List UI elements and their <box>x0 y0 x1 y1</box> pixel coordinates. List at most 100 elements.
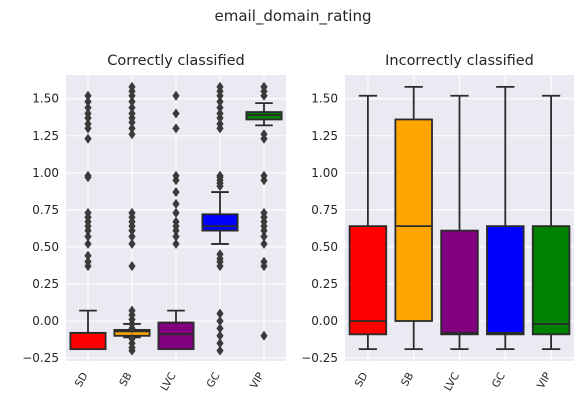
outlier-point <box>172 238 180 249</box>
x-tick-label: GC <box>490 371 508 390</box>
box-body <box>201 213 239 232</box>
box-LVC <box>157 90 195 351</box>
y-tick-label: −0.25 <box>301 351 338 365</box>
outlier-point <box>216 81 224 92</box>
outlier-point <box>172 108 180 119</box>
figure-suptitle: email_domain_rating <box>215 7 372 26</box>
outlier-point <box>260 81 268 92</box>
x-tick-label: GC <box>204 371 222 390</box>
outlier-point <box>172 231 180 242</box>
outlier-point <box>128 81 136 92</box>
outlier-point <box>84 102 92 113</box>
outlier-point <box>216 330 224 341</box>
outlier-point <box>216 108 224 119</box>
y-tick-label: 1.25 <box>311 129 338 143</box>
box-GC <box>486 85 525 351</box>
outlier-point <box>172 187 180 198</box>
outlier-point <box>84 238 92 249</box>
y-tick-label: 0.75 <box>32 203 59 217</box>
outlier-point <box>260 231 268 242</box>
outlier-point <box>84 90 92 101</box>
x-tick-label: SD <box>353 371 371 390</box>
outlier-point <box>260 256 268 267</box>
outlier-point <box>84 170 92 181</box>
outlier-point <box>128 96 136 107</box>
outlier-point <box>216 315 224 326</box>
outlier-point <box>128 261 136 272</box>
outlier-point <box>260 129 268 140</box>
outlier-point <box>128 108 136 119</box>
outlier-point <box>216 308 224 319</box>
box-SB <box>113 81 151 356</box>
y-tick-label: 0.50 <box>32 240 59 254</box>
box-VIP <box>531 94 571 351</box>
outlier-point <box>172 123 180 134</box>
y-tick-label: 0.50 <box>311 240 338 254</box>
outlier-point <box>216 96 224 107</box>
box-body <box>348 225 388 336</box>
y-tick-label: 0.25 <box>32 277 59 291</box>
chart-panel-1: −0.25 0.00 0.25 0.50 0.75 1.00 1.25 1.50 Incorre… <box>301 53 574 393</box>
x-tick-label: SB <box>117 371 134 389</box>
outlier-point <box>128 238 136 249</box>
box-body <box>531 225 571 336</box>
outlier-point <box>216 118 224 129</box>
x-tick-label: VIP <box>535 371 554 391</box>
x-tick-label: SB <box>399 371 416 389</box>
box-body <box>440 229 479 336</box>
outlier-point <box>216 338 224 349</box>
box-GC <box>201 81 239 356</box>
outlier-point <box>128 129 136 140</box>
y-tick-label: 1.50 <box>32 92 59 106</box>
y-tick-label: 1.00 <box>311 166 338 180</box>
box-SD <box>348 94 388 351</box>
outlier-point <box>84 256 92 267</box>
outlier-point <box>172 216 180 227</box>
box-VIP <box>245 81 283 341</box>
outlier-point <box>84 118 92 129</box>
outlier-point <box>216 323 224 334</box>
outlier-point <box>260 238 268 249</box>
box-SD <box>69 90 107 351</box>
outlier-point <box>84 231 92 242</box>
y-tick-label: 0.00 <box>311 314 338 328</box>
y-tick-label: 1.50 <box>311 92 338 106</box>
outlier-point <box>128 305 136 316</box>
box-body <box>394 118 433 322</box>
y-tick-label: 0.75 <box>311 203 338 217</box>
outlier-point <box>260 207 268 218</box>
outlier-point <box>84 108 92 119</box>
x-tick-label: VIP <box>248 371 267 391</box>
y-tick-label: 1.00 <box>32 166 59 180</box>
x-tick-label: SD <box>73 371 91 390</box>
y-tick-label: 1.25 <box>32 129 59 143</box>
box-body <box>486 225 525 336</box>
outlier-point <box>128 207 136 218</box>
y-tick-label: 0.00 <box>32 314 59 328</box>
panel-title: Incorrectly classified <box>385 53 534 69</box>
box-LVC <box>440 94 479 351</box>
x-tick-label: LVC <box>159 371 179 394</box>
outlier-point <box>128 231 136 242</box>
outlier-point <box>172 198 180 209</box>
outlier-point <box>216 102 224 113</box>
chart-panel-0: −0.25 0.00 0.25 0.50 0.75 1.00 1.25 1.50 Correct… <box>22 53 286 393</box>
outlier-point <box>84 96 92 107</box>
box-SB <box>394 85 433 351</box>
outlier-point <box>172 170 180 181</box>
panel-title: Correctly classified <box>107 53 244 69</box>
outlier-point <box>216 249 224 260</box>
outlier-point <box>172 207 180 218</box>
outlier-point <box>216 170 224 181</box>
y-tick-label: −0.25 <box>22 351 59 365</box>
outlier-point <box>216 345 224 356</box>
outlier-point <box>128 102 136 113</box>
y-tick-label: 0.25 <box>311 277 338 291</box>
outlier-point <box>84 250 92 261</box>
box-body <box>157 321 195 351</box>
outlier-point <box>84 207 92 218</box>
outlier-point <box>128 123 136 134</box>
outlier-point <box>128 333 136 344</box>
outlier-point <box>172 90 180 101</box>
